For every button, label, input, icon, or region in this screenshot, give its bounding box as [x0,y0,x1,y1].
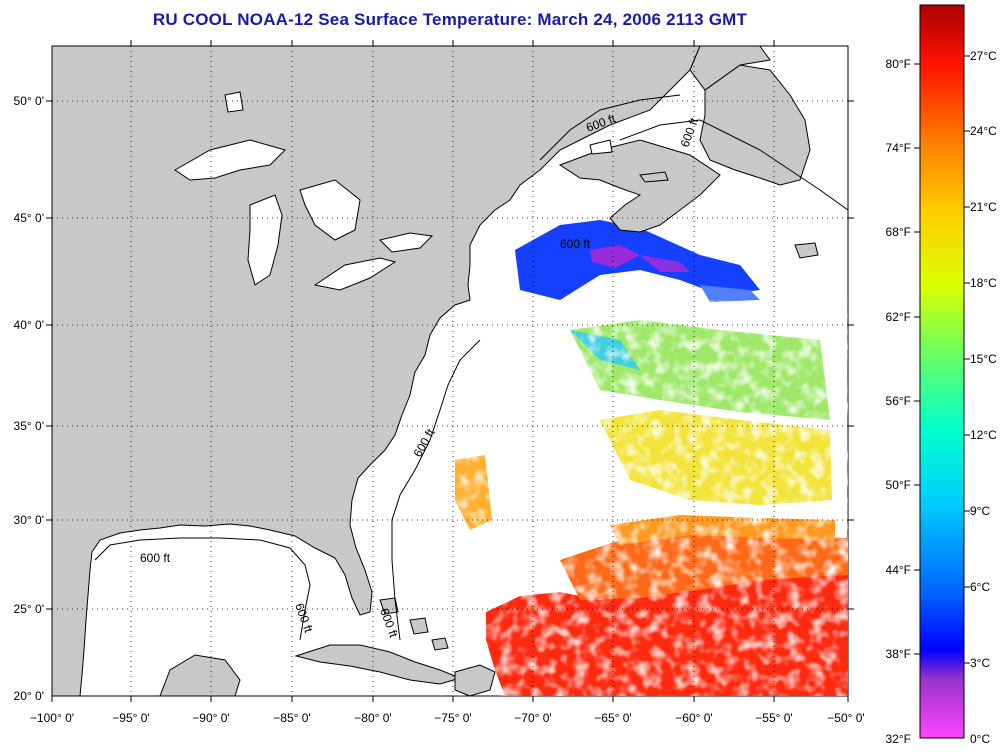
lon-label: −85° 0' [273,711,310,725]
lon-label: −65° 0' [594,711,631,725]
colorbar-c-label: 6°C [970,580,990,594]
colorbar-f-label: 80°F [886,57,911,71]
temperature-colorbar: 80°F 74°F 68°F 62°F 56°F 50°F 44°F 38°F … [886,4,997,746]
lon-label: −60° 0' [675,711,712,725]
colorbar-c-label: 24°C [970,124,997,138]
colorbar-f-label: 38°F [886,647,911,661]
colorbar-f-label: 62°F [886,310,911,324]
colorbar-c-label: 18°C [970,276,997,290]
lon-label: −55° 0' [755,711,792,725]
colorbar-c-label: 9°C [970,504,990,518]
lake-superior [174,139,286,181]
latitude-labels: 50° 0' 45° 0' 40° 0' 35° 0' 30° 0' 25° 0… [14,94,44,703]
great-lakes [174,91,613,291]
lon-label: −75° 0' [434,711,471,725]
celsius-labels: 27°C 24°C 21°C 18°C 15°C 12°C 9°C 6°C 3°… [970,49,997,746]
contour-label: 600 ft [560,237,591,251]
colorbar-f-label: 32°F [886,732,911,746]
graticule [52,46,848,696]
colorbar-c-label: 0°C [970,732,990,746]
lon-label: −95° 0' [112,711,149,725]
colorbar-f-label: 74°F [886,141,911,155]
fahrenheit-labels: 80°F 74°F 68°F 62°F 56°F 50°F 44°F 38°F … [886,57,911,746]
land-layer [52,46,819,696]
lat-label: 30° 0' [14,513,44,527]
lat-label: 20° 0' [14,689,44,703]
lon-label: −90° 0' [192,711,229,725]
colorbar-f-label: 56°F [886,394,911,408]
lake-ontario [379,232,434,253]
colorbar-f-label: 44°F [886,563,911,577]
lon-label: −100° 0' [30,711,74,725]
lat-label: 35° 0' [14,419,44,433]
lake-huron [299,179,361,241]
colorbar-c-label: 27°C [970,49,997,63]
lat-label: 50° 0' [14,94,44,108]
lon-label: −70° 0' [514,711,551,725]
lake-erie [313,257,397,291]
lon-label: −50° 0' [827,711,864,725]
colorbar-c-label: 3°C [970,656,990,670]
colorbar-f-label: 50°F [886,478,911,492]
map-title: RU COOL NOAA-12 Sea Surface Temperature:… [152,10,748,29]
colorbar-f-label: 68°F [886,225,911,239]
colorbar-c-label: 12°C [970,428,997,442]
lat-label: 40° 0' [14,318,44,332]
lat-label: 25° 0' [14,602,44,616]
colorbar-c-label: 15°C [970,352,997,366]
colorbar-c-label: 21°C [970,200,997,214]
lon-label: −80° 0' [354,711,391,725]
contour-lines [94,94,848,641]
contour-label: 600 ft [140,551,171,565]
longitude-labels: −100° 0' −95° 0' −90° 0' −85° 0' −80° 0'… [30,711,865,725]
axis-ticks [46,40,854,702]
lake-michigan [247,194,283,286]
colorbar-gradient [919,4,965,739]
sst-data-layer [440,182,848,696]
lat-label: 45° 0' [14,211,44,225]
